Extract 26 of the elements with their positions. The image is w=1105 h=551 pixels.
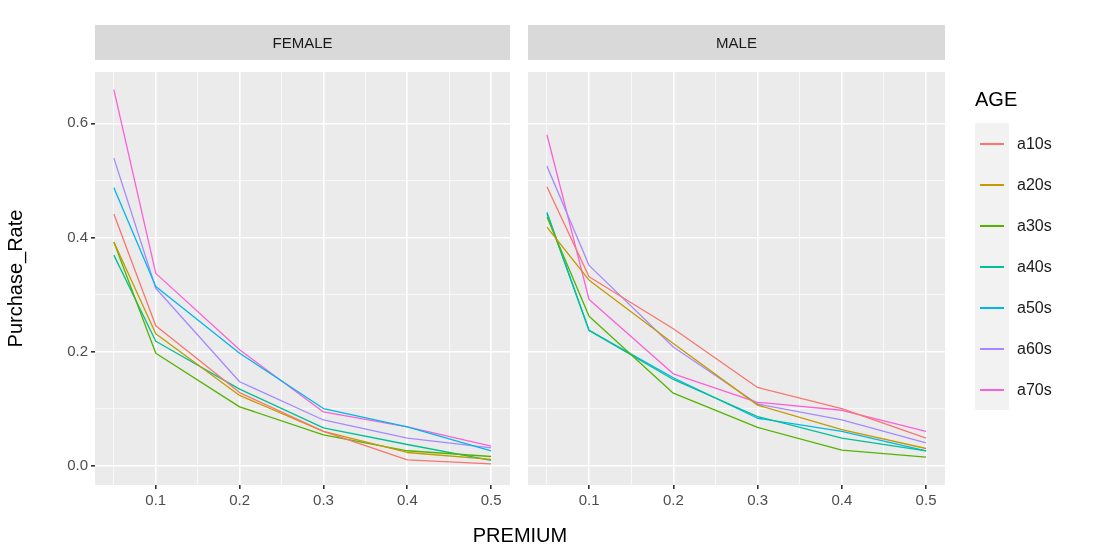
x-tick-label: 0.2	[662, 491, 684, 509]
x-tick-label: 0.4	[396, 491, 418, 509]
legend-label: a10s	[1017, 134, 1052, 153]
x-tick-label: 0.3	[313, 491, 334, 509]
legend-label: a70s	[1017, 380, 1052, 399]
x-axis-title: PREMIUM	[471, 524, 569, 547]
y-tick-label: 0.4	[67, 227, 88, 245]
x-tick-label: 0.1	[578, 491, 600, 509]
chart-title: FEMALE	[95, 25, 510, 60]
x-tick-label: 0.1	[145, 491, 167, 509]
x-tick-label: 0.5	[915, 491, 937, 509]
legend-label: a50s	[1017, 298, 1052, 317]
legend-title: AGE	[975, 88, 1019, 111]
legend-label: a60s	[1017, 339, 1052, 358]
x-tick-label: 0.3	[747, 491, 768, 509]
legend-label: a40s	[1017, 257, 1052, 276]
legend-label: a20s	[1017, 175, 1052, 194]
legend-label: a30s	[1017, 216, 1052, 235]
y-tick-label: 0.6	[67, 113, 88, 131]
x-tick-label: 0.5	[480, 491, 502, 509]
chart-title: MALE	[528, 25, 945, 60]
y-axis-title: Purchase_Rate	[3, 209, 27, 348]
y-tick-label: 0.2	[67, 341, 88, 359]
x-tick-label: 0.4	[831, 491, 853, 509]
y-tick-label: 0.0	[67, 455, 88, 473]
x-tick-label: 0.2	[229, 491, 251, 509]
